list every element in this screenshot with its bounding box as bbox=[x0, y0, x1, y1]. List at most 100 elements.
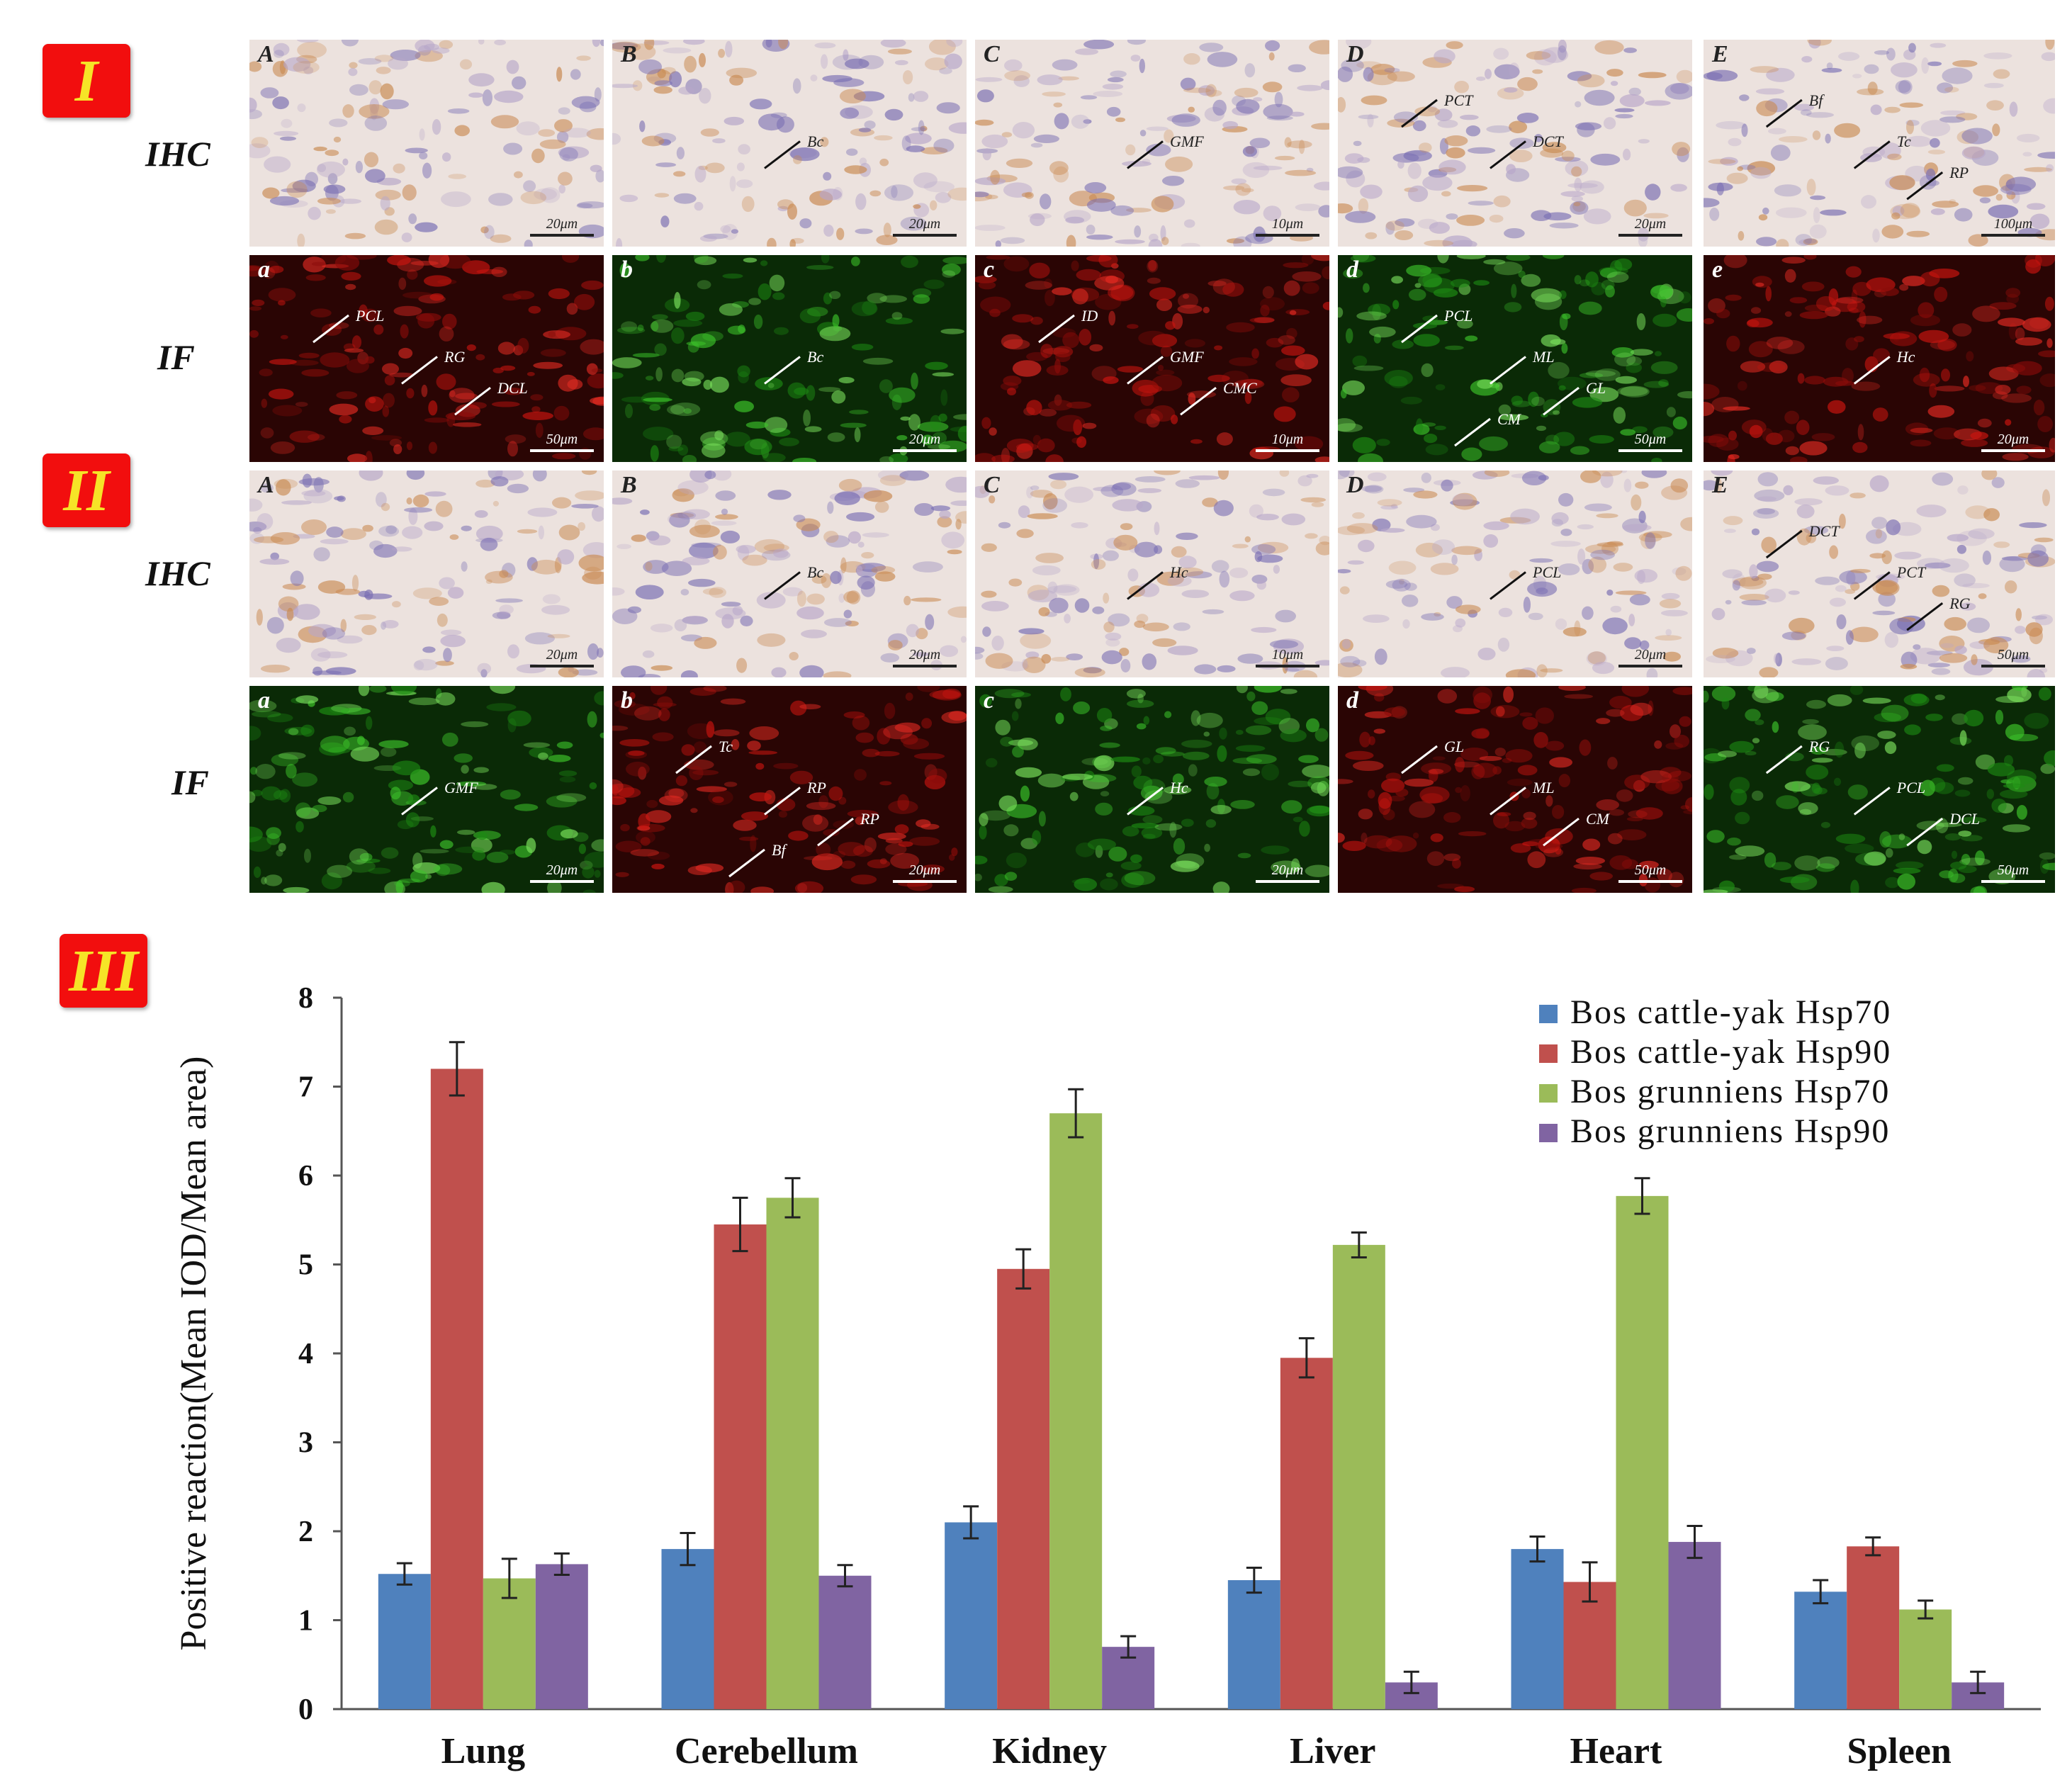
y-tick-label: 7 bbox=[298, 1071, 313, 1104]
tissue-texture bbox=[1704, 686, 2055, 893]
scale-bar: 10μm bbox=[1256, 647, 1319, 667]
scale-bar: 20μm bbox=[893, 647, 957, 667]
pointer-arrow bbox=[728, 848, 765, 878]
bar-0 bbox=[661, 1549, 714, 1709]
pointer-arrow bbox=[1401, 314, 1438, 344]
x-tick-label: Lung bbox=[441, 1731, 526, 1771]
tissue-texture bbox=[1338, 686, 1692, 893]
scale-bar: 50μm bbox=[1618, 432, 1682, 452]
bar-0 bbox=[1227, 1580, 1280, 1709]
tissue-texture bbox=[975, 686, 1329, 893]
pointer-arrow bbox=[1127, 787, 1164, 816]
scale-bar-label: 10μm bbox=[1271, 647, 1304, 663]
tissue-texture bbox=[612, 40, 967, 247]
pointer-arrow bbox=[764, 356, 801, 385]
structure-label: Tc bbox=[1896, 133, 1911, 151]
scale-bar-label: 20μm bbox=[546, 862, 578, 878]
micrograph-panel-ii_if-2: b 20μm RP Tc RP Bf bbox=[612, 686, 967, 893]
bar-chart: 0 1 2 3 4 5 6 7 8 Positive reaction(Mean IOD/Mean… bbox=[174, 982, 2041, 1771]
panel-letter: d bbox=[1346, 257, 1358, 283]
panel-letter: a bbox=[258, 687, 270, 714]
panel-letter: b bbox=[621, 257, 633, 283]
tissue-texture bbox=[612, 255, 967, 462]
structure-label: DCL bbox=[1949, 810, 1980, 828]
pointer-arrow bbox=[817, 818, 854, 847]
y-tick-label: 2 bbox=[298, 1516, 313, 1548]
scale-bar-line bbox=[1256, 449, 1319, 452]
micrograph-panel-i_if-2: b 20μm Bc bbox=[612, 255, 967, 462]
scale-bar-label: 20μm bbox=[546, 216, 578, 232]
micrograph-panel-i_ihc-2: B 20μm Bc bbox=[612, 40, 967, 247]
micrograph-panel-i_ihc-1: A 20μm bbox=[249, 40, 604, 247]
scale-bar-line bbox=[530, 880, 594, 883]
scale-bar-label: 20μm bbox=[908, 432, 941, 447]
tissue-texture bbox=[975, 255, 1329, 462]
pointer-arrow bbox=[401, 356, 438, 385]
scale-bar-line bbox=[893, 665, 957, 667]
tissue-texture bbox=[975, 470, 1329, 677]
row-label-ihc-ii: IHC bbox=[145, 553, 210, 593]
panel-letter: E bbox=[1712, 41, 1728, 67]
x-tick-label: Kidney bbox=[992, 1731, 1107, 1771]
structure-label: GMF bbox=[444, 779, 478, 797]
structure-label: Hc bbox=[1896, 348, 1915, 366]
pointer-arrow bbox=[1765, 529, 1803, 559]
legend-label: Bos grunniens Hsp70 bbox=[1570, 1073, 1890, 1110]
x-tick-label: Heart bbox=[1570, 1731, 1663, 1771]
legend-swatch bbox=[1539, 1084, 1558, 1103]
y-tick-label: 6 bbox=[298, 1160, 313, 1193]
structure-label: Bc bbox=[807, 563, 824, 582]
y-tick-label: 0 bbox=[298, 1694, 313, 1726]
tissue-texture bbox=[1704, 40, 2055, 247]
bar-0 bbox=[945, 1522, 998, 1709]
structure-label: PCL bbox=[356, 307, 385, 325]
panel-letter: C bbox=[984, 472, 1000, 498]
structure-label: Bf bbox=[1808, 91, 1823, 109]
scale-bar-line bbox=[893, 880, 957, 883]
pointer-arrow bbox=[1543, 387, 1580, 416]
bar-2 bbox=[1049, 1113, 1103, 1709]
panel-letter: a bbox=[258, 257, 270, 283]
section-badge-i: I bbox=[43, 44, 130, 118]
structure-label: GMF bbox=[1170, 348, 1204, 366]
scale-bar: 20μm bbox=[893, 862, 957, 883]
y-tick-label: 4 bbox=[298, 1338, 313, 1370]
tissue-texture bbox=[1704, 470, 2055, 677]
scale-bar-line bbox=[1618, 665, 1682, 667]
micrograph-panel-i_if-5: e 20μm Hc bbox=[1704, 255, 2055, 462]
legend-swatch bbox=[1539, 1124, 1558, 1142]
scale-bar-line bbox=[530, 449, 594, 452]
bar-0 bbox=[378, 1574, 431, 1709]
pointer-arrow bbox=[1401, 98, 1438, 128]
structure-label: ML bbox=[1533, 779, 1555, 797]
pointer-arrow bbox=[454, 387, 491, 416]
structure-label: PCL bbox=[1896, 779, 1926, 797]
micrograph-panel-ii_ihc-4: D 20μm PCL bbox=[1338, 470, 1692, 677]
pointer-arrow bbox=[1853, 787, 1891, 816]
bar-2 bbox=[766, 1198, 819, 1709]
structure-label: Bf bbox=[772, 841, 786, 859]
bar-2 bbox=[1332, 1244, 1385, 1709]
panel-letter: E bbox=[1712, 472, 1728, 498]
structure-label: GMF bbox=[1170, 133, 1204, 151]
tissue-texture bbox=[249, 470, 604, 677]
micrograph-panel-ii_if-3: c 20μm Hc bbox=[975, 686, 1329, 893]
panel-letter: D bbox=[1346, 472, 1364, 498]
scale-bar-label: 20μm bbox=[908, 647, 941, 663]
bar-3 bbox=[535, 1564, 588, 1709]
pointer-arrow bbox=[1543, 818, 1580, 847]
structure-label: RG bbox=[444, 348, 466, 366]
bar-1 bbox=[714, 1224, 767, 1709]
scale-bar: 10μm bbox=[1256, 432, 1319, 452]
pointer-arrow bbox=[313, 314, 349, 344]
structure-label: Hc bbox=[1170, 779, 1188, 797]
micrograph-panel-ii_ihc-1: A 20μm bbox=[249, 470, 604, 677]
pointer-arrow bbox=[675, 745, 712, 774]
pointer-arrow bbox=[1906, 818, 1944, 847]
bar-3 bbox=[818, 1575, 872, 1709]
y-tick-label: 3 bbox=[298, 1427, 313, 1460]
pointer-arrow bbox=[1490, 571, 1526, 600]
scale-bar-label: 20μm bbox=[1634, 216, 1667, 232]
pointer-arrow bbox=[1765, 98, 1803, 128]
y-axis-label: Positive reaction(Mean IOD/Mean area) bbox=[174, 1056, 214, 1651]
